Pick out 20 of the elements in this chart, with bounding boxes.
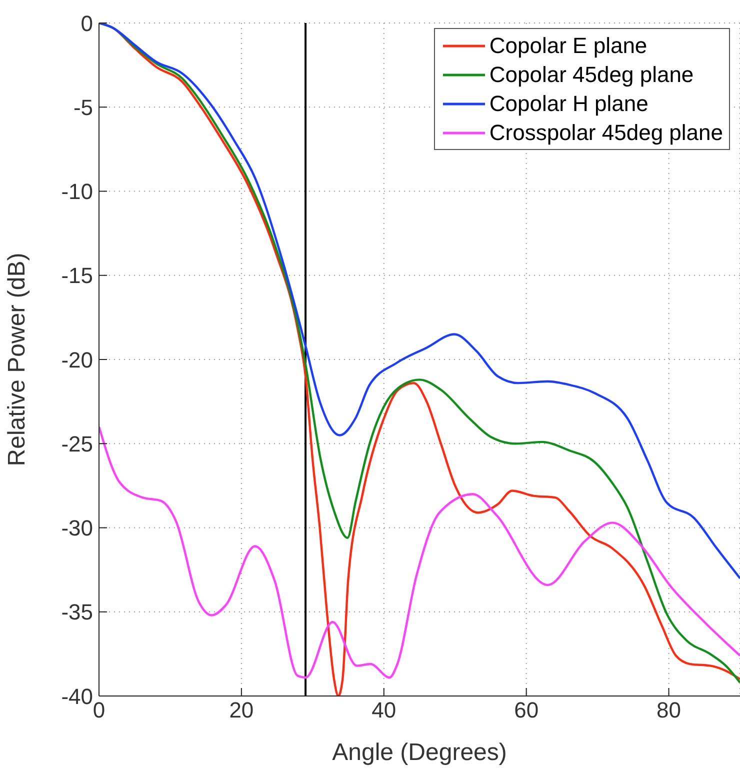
y-tick-label: -30 (61, 516, 93, 541)
y-tick-label: -5 (73, 94, 93, 120)
y-tick-label: -35 (61, 600, 93, 625)
y-tick-label: -15 (61, 263, 93, 288)
y-tick-label: -10 (61, 179, 93, 204)
x-tick-label: 60 (514, 698, 539, 723)
y-tick-label: -25 (61, 431, 93, 456)
y-tick-label: -20 (61, 347, 93, 372)
legend-label: Copolar E plane (489, 32, 648, 58)
line-series (99, 426, 740, 679)
y-tick-label: -40 (61, 684, 93, 709)
legend-label: Copolar 45deg plane (489, 62, 694, 88)
x-axis-title: Angle (Degrees) (332, 739, 507, 766)
legend-label: Crosspolar 45deg plane (489, 120, 723, 146)
y-axis-title: Relative Power (dB) (4, 252, 31, 466)
legend-label: Copolar H plane (489, 90, 648, 116)
x-tick-label: 20 (229, 698, 254, 723)
x-tick-label: 40 (372, 698, 396, 723)
x-tick-label: 80 (656, 698, 682, 723)
y-tick-label: 0 (80, 10, 93, 36)
